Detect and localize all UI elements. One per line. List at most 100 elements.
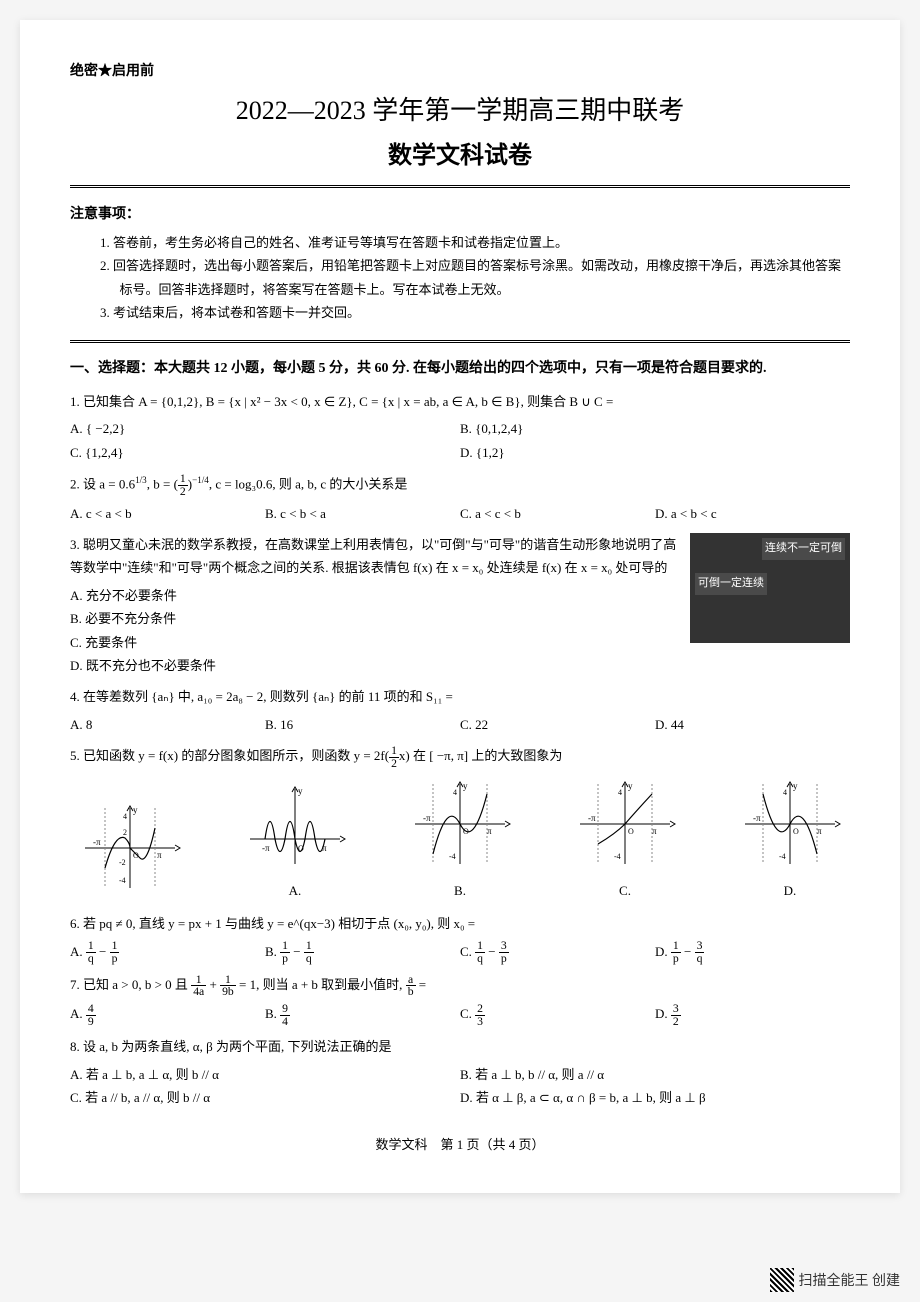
svg-text:y: y	[298, 786, 303, 796]
q7-opt-c: C. 23	[460, 1002, 655, 1027]
question-8: 8. 设 a, b 为两条直线, α, β 为两个平面, 下列说法正确的是 A.…	[70, 1035, 850, 1109]
q8-stem: 8. 设 a, b 为两条直线, α, β 为两个平面, 下列说法正确的是	[70, 1035, 850, 1058]
q4-opt-c: C. 22	[460, 713, 655, 736]
q3-meme-image: 连续不一定可倒 可倒一定连续	[690, 533, 850, 643]
q2-options: A. c < a < b B. c < b < a C. a < c < b D…	[70, 502, 850, 525]
q8-opt-d: D. 若 α ⊥ β, a ⊂ α, α ∩ β = b, a ⊥ b, 则 a…	[460, 1086, 850, 1109]
svg-text:y: y	[463, 781, 468, 791]
q3-opt-c: C. 充要条件	[70, 631, 680, 654]
notice-list: 1. 答卷前，考生务必将自己的姓名、准考证号等填写在答题卡和试卷指定位置上。 2…	[100, 231, 850, 325]
q7-stem: 7. 已知 a > 0, b > 0 且 14a + 19b = 1, 则当 a…	[70, 973, 850, 998]
confidential-marker: 绝密★启用前	[70, 60, 850, 80]
q2-opt-c: C. a < c < b	[460, 502, 655, 525]
svg-text:-4: -4	[449, 852, 456, 861]
question-2: 2. 设 a = 0.61/3, b = (12)−1/4, c = log₃0…	[70, 472, 850, 525]
divider-line	[70, 185, 850, 188]
svg-text:-2: -2	[119, 858, 126, 867]
question-7: 7. 已知 a > 0, b > 0 且 14a + 19b = 1, 则当 a…	[70, 973, 850, 1027]
q5-label-a: A.	[235, 879, 355, 902]
q3-options: A. 充分不必要条件 B. 必要不充分条件 C. 充要条件 D. 既不充分也不必…	[70, 584, 680, 678]
q2-prefix: 2. 设 a = 0.6	[70, 476, 135, 491]
q4-opt-d: D. 44	[655, 713, 850, 736]
svg-text:-4: -4	[614, 852, 621, 861]
q7-opt-d: D. 32	[655, 1002, 850, 1027]
q6-stem: 6. 若 pq ≠ 0, 直线 y = px + 1 与曲线 y = e^(qx…	[70, 912, 850, 935]
q5-label-b: B.	[400, 879, 520, 902]
exam-title-sub: 数学文科试卷	[70, 135, 850, 170]
svg-text:y: y	[628, 781, 633, 791]
svg-text:π: π	[652, 826, 657, 836]
section-1-text: 一、选择题：本大题共 12 小题，每小题 5 分，共 60 分. 在每小题给出的…	[70, 361, 767, 376]
svg-text:y: y	[133, 805, 138, 815]
svg-text:-π: -π	[423, 813, 431, 823]
question-4: 4. 在等差数列 {aₙ} 中, a₁₀ = 2a₈ − 2, 则数列 {aₙ}…	[70, 685, 850, 736]
q7-opt-b: B. 94	[265, 1002, 460, 1027]
svg-text:O: O	[628, 827, 634, 836]
q7-opt-a: A. 49	[70, 1002, 265, 1027]
q6-opt-d: D. 1p − 3q	[655, 940, 850, 965]
svg-text:2: 2	[123, 828, 127, 837]
notice-item: 1. 答卷前，考生务必将自己的姓名、准考证号等填写在答题卡和试卷指定位置上。	[120, 231, 851, 254]
q1-opt-a: A. { −2,2}	[70, 417, 460, 440]
svg-text:4: 4	[453, 788, 457, 797]
svg-text:4: 4	[123, 812, 127, 821]
q1-opt-d: D. {1,2}	[460, 441, 850, 464]
q6-opt-a: A. 1q − 1p	[70, 940, 265, 965]
notice-item: 2. 回答选择题时，选出每小题答案后，用铅笔把答题卡上对应题目的答案标号涂黑。如…	[120, 254, 851, 301]
q5-stem: 5. 已知函数 y = f(x) 的部分图象如图所示，则函数 y = 2f(12…	[70, 744, 850, 769]
q2-exp2: −1/4	[192, 475, 209, 485]
q5-label-d: D.	[730, 879, 850, 902]
svg-text:y: y	[793, 781, 798, 791]
svg-text:-π: -π	[93, 837, 101, 847]
q5-graph-b: y 4 -4 -π π O B.	[400, 779, 520, 902]
q3-opt-b: B. 必要不充分条件	[70, 607, 680, 630]
q7-options: A. 49 B. 94 C. 23 D. 32	[70, 1002, 850, 1027]
question-5: 5. 已知函数 y = f(x) 的部分图象如图所示，则函数 y = 2f(12…	[70, 744, 850, 902]
q3-img-label-2: 可倒一定连续	[695, 573, 767, 595]
q3-opt-d: D. 既不充分也不必要条件	[70, 654, 680, 677]
svg-text:-π: -π	[262, 843, 270, 853]
q5-suffix: x) 在 [ −π, π] 上的大致图象为	[399, 748, 562, 763]
question-1: 1. 已知集合 A = {0,1,2}, B = {x | x² − 3x < …	[70, 390, 850, 464]
q5-graph-a: y -π π O A.	[235, 779, 355, 902]
q5-graphs-row: y 4 2 -2 -4 -π π O	[70, 779, 850, 902]
q8-opt-c: C. 若 a // b, a // α, 则 b // α	[70, 1086, 460, 1109]
q2-mid: , b = (	[147, 476, 178, 491]
q2-exp1: 1/3	[135, 475, 147, 485]
svg-text:4: 4	[783, 788, 787, 797]
exam-title-main: 2022—2023 学年第一学期高三期中联考	[70, 90, 850, 127]
svg-text:-4: -4	[779, 852, 786, 861]
page-footer: 数学文科 第 1 页（共 4 页）	[70, 1134, 850, 1153]
scanner-watermark: 扫描全能王 创建	[770, 1268, 901, 1292]
q1-opt-c: C. {1,2,4}	[70, 441, 460, 464]
q1-stem: 1. 已知集合 A = {0,1,2}, B = {x | x² − 3x < …	[70, 390, 850, 413]
q5-graph-c: y 4 -4 -π π O C.	[565, 779, 685, 902]
svg-text:-π: -π	[753, 813, 761, 823]
qr-icon	[770, 1268, 794, 1292]
q2-opt-d: D. a < b < c	[655, 502, 850, 525]
q5-prefix: 5. 已知函数 y = f(x) 的部分图象如图所示，则函数 y = 2f(	[70, 748, 389, 763]
q2-suffix: , c = log₃0.6, 则 a, b, c 的大小关系是	[209, 476, 408, 491]
divider-line	[70, 340, 850, 343]
q3-opt-a: A. 充分不必要条件	[70, 584, 680, 607]
notice-item: 3. 考试结束后，将本试卷和答题卡一并交回。	[120, 301, 851, 324]
svg-text:π: π	[487, 826, 492, 836]
svg-text:-4: -4	[119, 876, 126, 885]
svg-text:4: 4	[618, 788, 622, 797]
q2-opt-b: B. c < b < a	[265, 502, 460, 525]
q4-stem: 4. 在等差数列 {aₙ} 中, a₁₀ = 2a₈ − 2, 则数列 {aₙ}…	[70, 685, 850, 708]
q6-opt-c: C. 1q − 3p	[460, 940, 655, 965]
section-1-title: 一、选择题：本大题共 12 小题，每小题 5 分，共 60 分. 在每小题给出的…	[70, 358, 850, 380]
q3-stem: 3. 聪明又童心未泯的数学系教授，在高数课堂上利用表情包，以"可倒"与"可导"的…	[70, 533, 680, 580]
q6-options: A. 1q − 1p B. 1p − 1q C. 1q − 3p D. 1p −…	[70, 940, 850, 965]
watermark-text: 扫描全能王 创建	[799, 1270, 901, 1290]
q2-stem: 2. 设 a = 0.61/3, b = (12)−1/4, c = log₃0…	[70, 472, 850, 498]
q4-opt-a: A. 8	[70, 713, 265, 736]
notice-title: 注意事项：	[70, 203, 850, 223]
q6-opt-b: B. 1p − 1q	[265, 940, 460, 965]
svg-text:π: π	[817, 826, 822, 836]
q5-label-c: C.	[565, 879, 685, 902]
q4-opt-b: B. 16	[265, 713, 460, 736]
question-6: 6. 若 pq ≠ 0, 直线 y = px + 1 与曲线 y = e^(qx…	[70, 912, 850, 965]
q2-fden: 2	[178, 486, 188, 498]
